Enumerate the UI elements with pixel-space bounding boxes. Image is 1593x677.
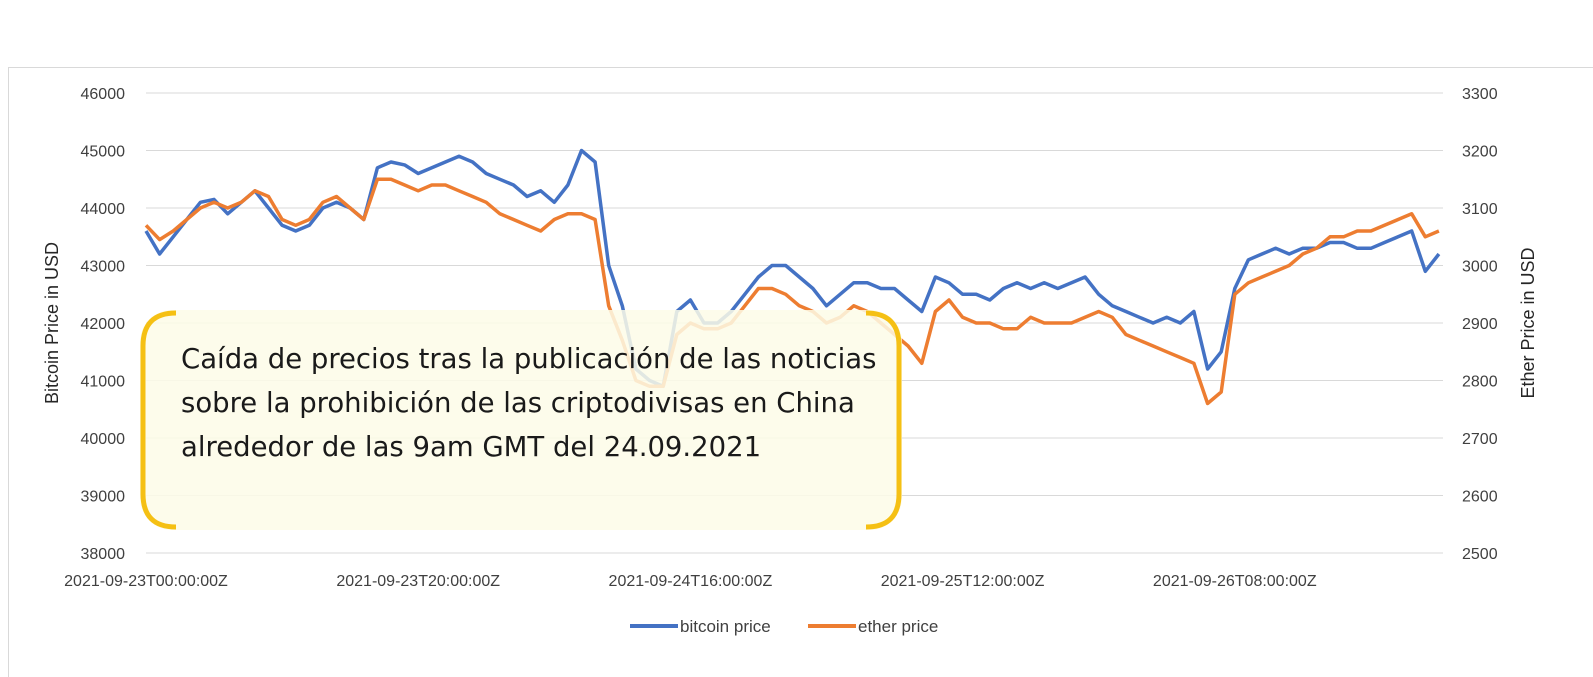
right-tick-label: 3300 (1462, 86, 1498, 103)
right-axis-ticks: 3300 3200 3100 3000 2900 2800 2700 2600 2500 (1462, 86, 1498, 563)
callout-line-1: Caída de precios tras la publicación de … (181, 343, 877, 375)
left-tick-label: 44000 (81, 201, 126, 218)
callout-background (140, 310, 902, 530)
right-axis-title: Ether Price in USD (1518, 247, 1538, 398)
left-tick-label: 38000 (81, 546, 126, 563)
right-tick-label: 3200 (1462, 144, 1498, 161)
left-axis-title: Bitcoin Price in USD (42, 242, 62, 404)
x-tick-label: 2021-09-25T12:00:00Z (881, 573, 1045, 590)
right-tick-label: 3000 (1462, 259, 1498, 276)
left-tick-label: 40000 (81, 431, 126, 448)
left-tick-label: 41000 (81, 374, 126, 391)
legend-label: bitcoin price (680, 617, 771, 636)
x-axis-ticks: 2021-09-23T00:00:00Z 2021-09-23T20:00:00Z… (64, 573, 1317, 590)
left-tick-label: 43000 (81, 259, 126, 276)
ether-price-line (144, 177, 1440, 406)
right-tick-label: 2600 (1462, 489, 1498, 506)
chart-frame (8, 67, 1593, 677)
x-tick-label: 2021-09-24T16:00:00Z (609, 573, 773, 590)
x-tick-label: 2021-09-23T00:00:00Z (64, 573, 228, 590)
right-tick-label: 2900 (1462, 316, 1498, 333)
series-lines (144, 148, 1441, 406)
callout-box (140, 310, 902, 530)
right-tick-label: 2500 (1462, 546, 1498, 563)
right-tick-label: 3100 (1462, 201, 1498, 218)
left-tick-label: 42000 (81, 316, 126, 333)
legend: bitcoin price ether price (630, 617, 938, 636)
left-tick-label: 39000 (81, 489, 126, 506)
x-tick-label: 2021-09-26T08:00:00Z (1153, 573, 1317, 590)
callout-right-bracket (865, 310, 902, 530)
legend-label: ether price (858, 617, 938, 636)
callout-line-2: sobre la prohibición de las criptodivisa… (181, 387, 855, 419)
x-tick-label: 2021-09-23T20:00:00Z (336, 573, 500, 590)
left-tick-label: 45000 (81, 144, 126, 161)
callout-left-bracket (140, 310, 177, 530)
callout-text: Caída de precios tras la publicación de … (181, 337, 881, 469)
right-tick-label: 2700 (1462, 431, 1498, 448)
left-tick-label: 46000 (81, 86, 126, 103)
left-axis-ticks: 46000 45000 44000 43000 42000 41000 40000 39000… (81, 86, 126, 563)
right-tick-label: 2800 (1462, 374, 1498, 391)
callout-line-3: alrededor de las 9am GMT del 24.09.2021 (181, 431, 762, 463)
